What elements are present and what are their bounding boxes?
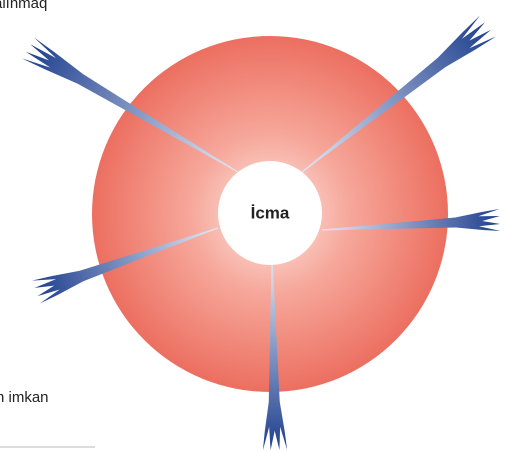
center-label: İcma (251, 203, 290, 222)
page: alınmaq İcma n imkan (() => { const data… (0, 0, 505, 452)
diagram: alınmaq İcma n imkan (0, 0, 505, 452)
top-fragment: alınmaq (0, 0, 47, 12)
bottom-fragment: n imkan (0, 389, 49, 406)
